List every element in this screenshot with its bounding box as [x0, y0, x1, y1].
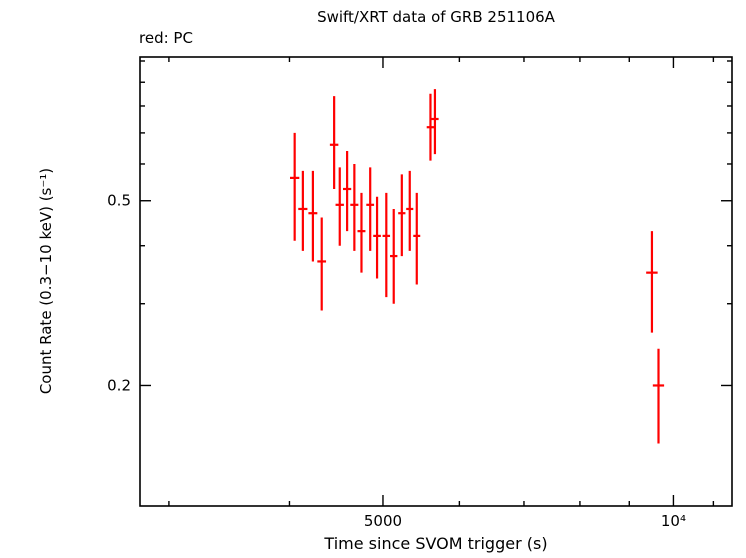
mode-legend: red: PC: [139, 29, 193, 47]
x-tick-label: 10⁴: [661, 512, 686, 530]
plot-frame: [139, 56, 733, 507]
y-tick-label: 0.5: [107, 192, 131, 210]
x-tick-label: 5000: [364, 512, 402, 530]
y-tick-label: 0.2: [107, 376, 131, 394]
x-axis-label: Time since SVOM trigger (s): [324, 534, 548, 553]
chart-title: Swift/XRT data of GRB 251106A: [317, 8, 555, 26]
